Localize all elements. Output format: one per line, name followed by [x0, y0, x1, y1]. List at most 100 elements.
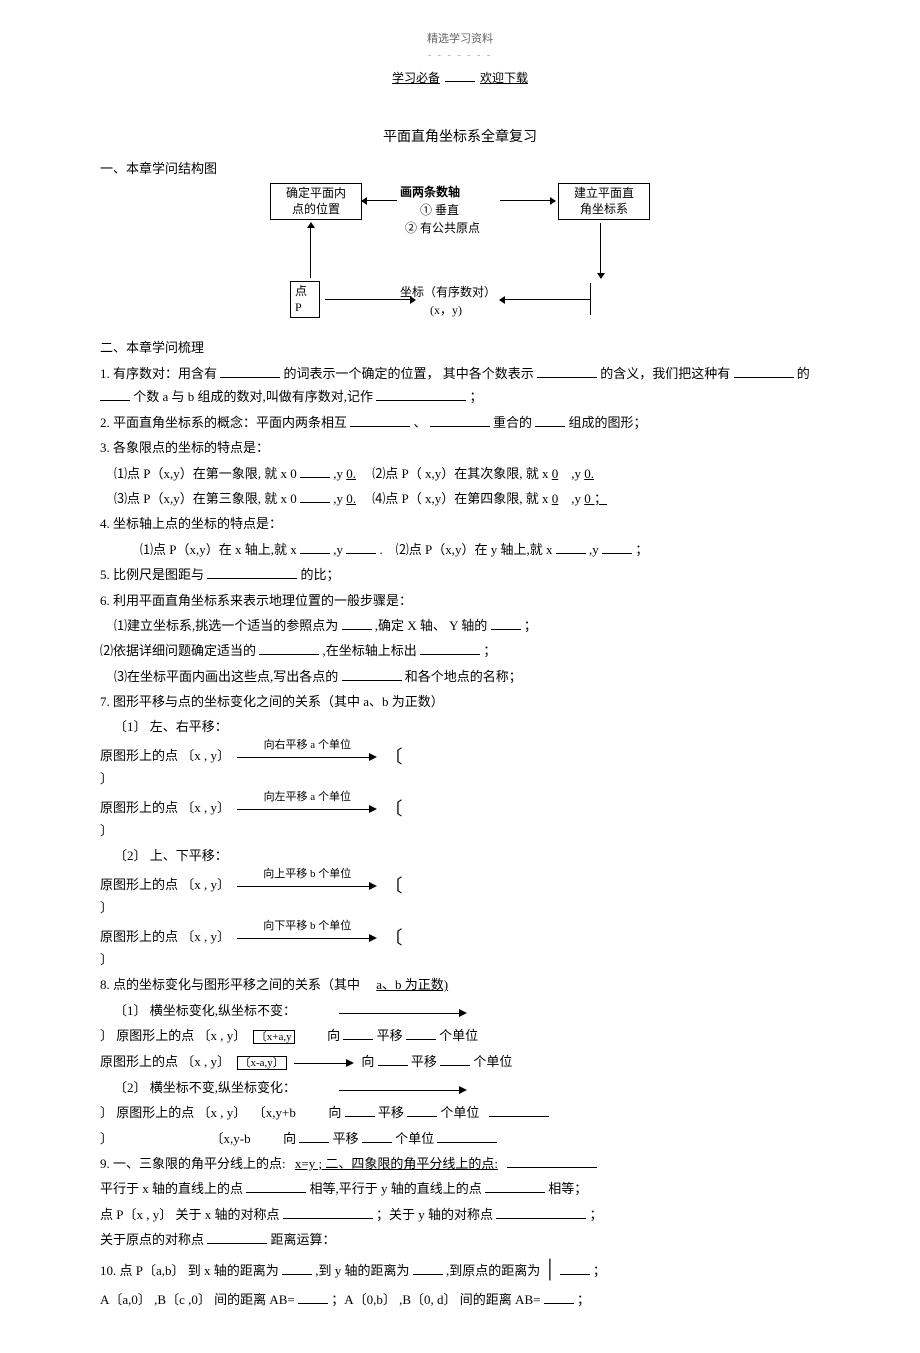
blank: [437, 1129, 497, 1143]
blank: [342, 667, 402, 681]
head: [369, 882, 377, 890]
text: ,y: [333, 542, 343, 557]
blank: [440, 1052, 470, 1066]
arrow-right: 向左平移 a 个单位: [237, 802, 377, 816]
top-header: 精选学习资料: [100, 30, 820, 46]
text: ；: [590, 1207, 603, 1222]
text: 平移: [378, 1105, 404, 1120]
p6-2: ⑵依据详细问题确定适当的 ,在坐标轴上标出 ；: [100, 639, 820, 662]
text: ,到 y 轴的距离为: [315, 1263, 409, 1278]
text: 建立平面直: [574, 186, 634, 200]
text: 相等,平行于 y 轴的直线上的点: [310, 1181, 482, 1196]
result: 〔x,y-b: [211, 1131, 251, 1146]
text: 5. 比例尺是图距与: [100, 567, 204, 582]
text: 8. 点的坐标变化与图形平移之间的关系（其中: [100, 977, 360, 992]
text: 、: [414, 415, 427, 430]
p10-1: 10. 点 P〔a,b〕 到 x 轴的距离为 ,到 y 轴的距离为 ,到原点的距…: [100, 1253, 820, 1285]
blank: [362, 1129, 392, 1143]
blank: [343, 1026, 373, 1040]
text: ,y: [589, 542, 599, 557]
diagram-box-bl: 点 P: [290, 281, 320, 318]
diagram-mid-title: 画两条数轴: [400, 183, 460, 200]
text: 个单位: [473, 1054, 512, 1069]
text: 9. 一、三象限的角平分线上的点:: [100, 1156, 286, 1171]
p2: 2. 平面直角坐标系的概念：平面内两条相互 、 重合的 组成的图形；: [100, 411, 820, 434]
text: 0.: [346, 466, 356, 481]
p5: 5. 比例尺是图距与 的比；: [100, 563, 820, 586]
text: 确定平面内: [286, 186, 346, 200]
text: ,y: [333, 491, 343, 506]
text: 10. 点 P〔a,b〕 到 x 轴的距离为: [100, 1263, 279, 1278]
text: ；A〔0,b〕 ,B〔0, d〕 间的距离 AB=: [331, 1292, 540, 1307]
p7-2: 〔2〕 上、下平移：: [100, 844, 820, 867]
blank: [100, 387, 130, 401]
text: 0.: [346, 491, 356, 506]
text: 〔2〕 横坐标不变,纵坐标变化：: [114, 1080, 296, 1095]
arrow-label: 向左平移 a 个单位: [237, 788, 377, 808]
shaft: [237, 938, 369, 939]
diagram-wrap: 确定平面内 点的位置 画两条数轴 ① 垂直 ② 有公共原点 建立平面直 角坐标系…: [100, 183, 820, 327]
text: 的: [797, 366, 810, 381]
text: ；: [577, 1292, 590, 1307]
blank: [299, 1129, 329, 1143]
text: ；: [635, 542, 648, 557]
blank: [259, 641, 319, 655]
p10-2: A〔a,0〕 ,B〔c ,0〕 间的距离 AB= ；A〔0,b〕 ,B〔0, d…: [100, 1288, 820, 1311]
text: 平移: [411, 1054, 437, 1069]
blank: [207, 1230, 267, 1244]
diagram-mid-1: ① 垂直: [420, 201, 459, 218]
head: [369, 753, 377, 761]
text: 平移: [333, 1131, 359, 1146]
text: ⑴点 P（x,y）在 x 轴上,就 x: [140, 542, 297, 557]
p8-2: 〔2〕 横坐标不变,纵坐标变化：: [100, 1076, 820, 1099]
text: a、b 为正数): [376, 977, 448, 992]
text: 的含义，我们把这种有: [600, 366, 730, 381]
text: ⑷点 P（ x,y）在第四象限, 就 x: [372, 491, 548, 506]
p7-1: 〔1〕 左、右平移：: [100, 715, 820, 738]
text: 点的位置: [292, 202, 340, 216]
text: ⑴建立坐标系,挑选一个适当的参照点为: [114, 618, 338, 633]
sub-header: 学习必备 欢迎下载: [100, 69, 820, 86]
shaft: [237, 886, 369, 887]
section-2-head: 二、本章学问梳理: [100, 337, 820, 356]
blank: [346, 540, 376, 554]
p6-3: ⑶在坐标平面内画出这些点,写出各点的 和各个地点的名称；: [100, 665, 820, 688]
text: 重合的: [493, 415, 532, 430]
p9-1: 9. 一、三象限的角平分线上的点: x=y ; 二、四象限的角平分线上的点:: [100, 1152, 820, 1175]
p3-row1: ⑴点 P（x,y）在第一象限, 就 x 0 ,y 0. ⑵点 P（ x,y）在其…: [100, 462, 820, 485]
text: 平移: [377, 1028, 403, 1043]
text: 的词表示一个确定的位置， 其中各个数表示: [284, 366, 534, 381]
blank: [207, 565, 297, 579]
text: 0.: [584, 466, 594, 481]
blank: [283, 1205, 373, 1219]
p4-row: ⑴点 P（x,y）在 x 轴上,就 x ,y . ⑵点 P（x,y）在 y 轴上…: [100, 538, 820, 561]
text: ⑴点 P（x,y）在第一象限, 就 x 0: [114, 466, 297, 481]
text: P: [295, 300, 302, 314]
head: [369, 805, 377, 813]
arrow: [600, 223, 601, 278]
text: 〔1〕 横坐标变化,纵坐标不变：: [114, 1003, 296, 1018]
arrow: [362, 200, 397, 201]
arrow: [310, 223, 311, 278]
body-text: 1. 有序数对：用含有 的词表示一个确定的位置， 其中各个数表示 的含义，我们把…: [100, 362, 820, 1311]
blank: [496, 1205, 586, 1219]
brace: 〔: [385, 922, 403, 954]
p6-1: ⑴建立坐标系,挑选一个适当的参照点为 ,确定 X 轴、 Y 轴的 ；: [100, 614, 820, 637]
text: ；关于 y 轴的对称点: [376, 1207, 493, 1222]
text: 关于原点的对称点: [100, 1232, 204, 1247]
p7: 7. 图形平移与点的坐标变化之间的关系（其中 a、b 为正数）: [100, 690, 820, 713]
text: 平行于 x 轴的直线上的点: [100, 1181, 243, 1196]
dashed-line: - - - - - - -: [100, 50, 820, 61]
arrow-right: 向右平移 a 个单位: [237, 750, 377, 764]
text: ；: [593, 1263, 606, 1278]
p8-line-2: 原图形上的点 〔x , y〕 〔x-a,y〕 向 平移 个单位: [100, 1050, 820, 1074]
blank: [491, 616, 521, 630]
p9-3: 点 P〔x , y〕 关于 x 轴的对称点 ；关于 y 轴的对称点 ；: [100, 1203, 820, 1226]
text: ；: [470, 389, 483, 404]
blank: [407, 1103, 437, 1117]
text: 个单位: [440, 1105, 479, 1120]
shaft: [237, 757, 369, 758]
arrow-label: 向上平移 b 个单位: [237, 865, 377, 885]
arrow: [294, 1056, 354, 1070]
blank: [485, 1179, 545, 1193]
